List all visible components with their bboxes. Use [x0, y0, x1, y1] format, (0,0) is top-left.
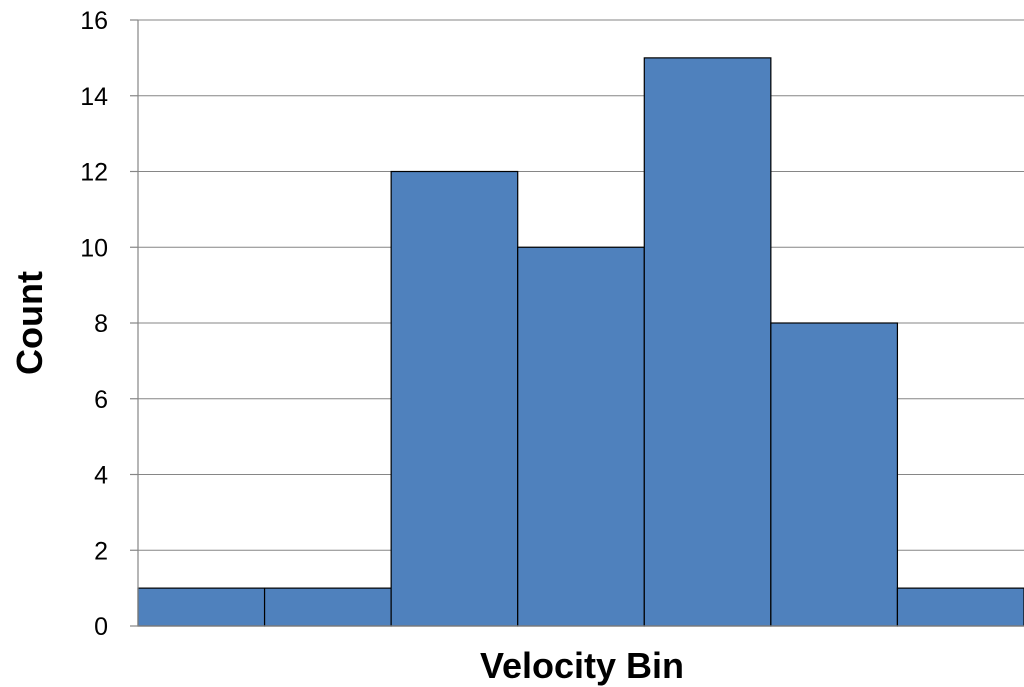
y-axis-title: Count: [9, 271, 50, 375]
bar: [263, 587, 392, 627]
y-tick-label: 16: [80, 7, 108, 35]
y-tick-label: 10: [80, 234, 108, 262]
y-tick-label: 2: [94, 537, 108, 565]
y-tick-label: 6: [94, 386, 108, 414]
y-tick-label: 4: [94, 462, 108, 490]
bar: [896, 587, 1024, 627]
y-tick-label: 0: [94, 613, 108, 641]
y-tick-labels: 0 2 4 6 8 10 12 14 16: [80, 7, 108, 641]
bar: [390, 170, 519, 627]
bars: [137, 57, 1024, 627]
bar: [643, 57, 772, 627]
y-tick-label: 8: [94, 310, 108, 338]
bar: [517, 246, 645, 627]
axes: [130, 19, 1024, 627]
y-tick-label: 12: [80, 159, 108, 187]
bar: [770, 322, 899, 627]
x-axis-title: Velocity Bin: [480, 645, 684, 686]
y-tick-label: 14: [80, 83, 108, 111]
bar: [137, 587, 266, 627]
